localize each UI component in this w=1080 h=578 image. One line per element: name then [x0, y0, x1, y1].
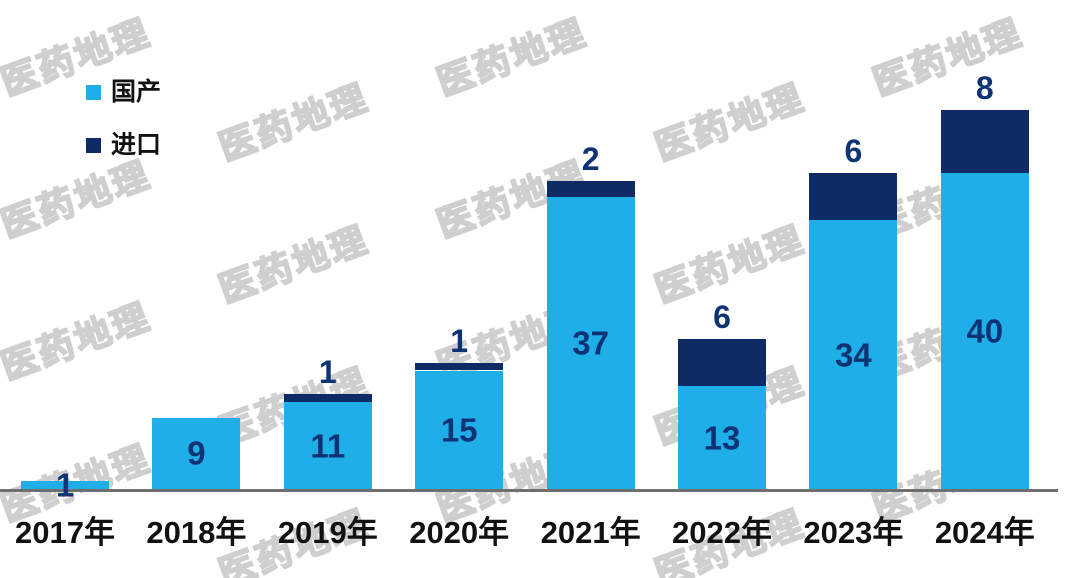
chart-legend: 国产 进口: [86, 80, 161, 186]
value-label-domestic: 15: [440, 411, 478, 449]
legend-label-domestic: 国产: [111, 78, 162, 106]
bar-segment-import: [546, 180, 635, 197]
bar-segment-import: [415, 362, 504, 371]
legend-item-domestic: 国产: [86, 80, 161, 105]
bar-segment-import: [283, 394, 372, 403]
x-axis-label: 2019年: [277, 515, 378, 550]
bar-segment-domestic: [546, 196, 635, 489]
value-label-domestic: 37: [572, 324, 609, 362]
value-label-import: 6: [713, 298, 731, 335]
value-label-domestic: 9: [187, 434, 206, 472]
bar-segment-import: [809, 173, 898, 221]
x-axis-label: 2021年: [540, 515, 641, 550]
value-label-domestic: 13: [703, 419, 741, 457]
value-label-domestic: 11: [310, 427, 346, 465]
value-label-import: 2: [581, 140, 600, 177]
value-label-import: 1: [318, 354, 337, 391]
x-axis-label: 2018年: [146, 515, 247, 550]
value-label-import: 8: [975, 69, 994, 106]
value-label-import: 6: [844, 133, 863, 169]
x-axis-line: [0, 489, 1058, 492]
legend-swatch-import-icon: [86, 138, 101, 153]
bar-segment-import: [940, 109, 1029, 173]
bar-segment-domestic: [415, 370, 504, 489]
legend-label-import: 进口: [111, 131, 162, 159]
bar-segment-domestic: [152, 417, 241, 489]
bar-segment-domestic: [21, 481, 109, 489]
value-label-domestic: 40: [966, 312, 1004, 350]
x-axis-label: 2022年: [672, 515, 772, 550]
bar-segment-domestic: [283, 402, 372, 489]
x-axis-label: 2023年: [803, 515, 904, 550]
x-axis-label: 2017年: [15, 515, 115, 550]
value-label-domestic: 1: [55, 466, 75, 504]
value-label-import: 1: [450, 322, 469, 359]
x-axis-label: 2020年: [409, 515, 510, 550]
bar-segment-domestic: [940, 173, 1029, 489]
bar-segment-domestic: [809, 220, 898, 489]
x-axis-label: 2024年: [934, 515, 1035, 550]
value-label-domestic: 34: [835, 336, 872, 374]
legend-swatch-domestic-icon: [86, 85, 101, 100]
bar-segment-import: [678, 338, 766, 387]
legend-item-import: 进口: [86, 133, 161, 158]
bar-segment-domestic: [678, 386, 766, 489]
